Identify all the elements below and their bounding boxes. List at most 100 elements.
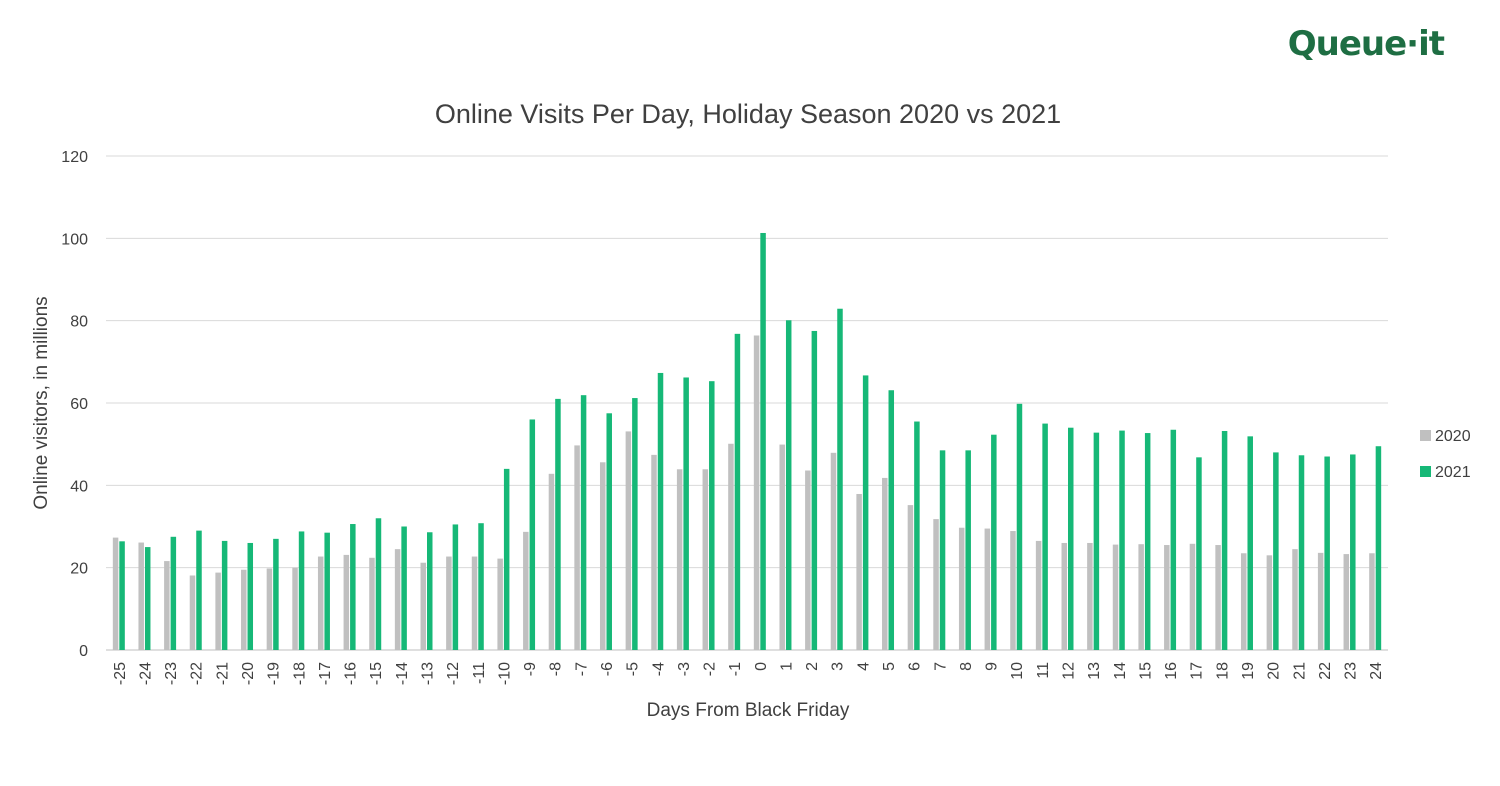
bar-2021-day--11 (478, 523, 484, 650)
bar-2021-day--19 (273, 538, 279, 650)
x-tick-label: -13 (420, 662, 437, 685)
bar-2021-day-12 (1068, 427, 1074, 650)
x-tick-label: 18 (1214, 662, 1231, 680)
bar-2020-day-10 (1010, 531, 1016, 650)
bar-2020-day--6 (599, 462, 606, 650)
bar-2020-day-5 (882, 477, 888, 650)
bar-2020-day-6 (907, 505, 914, 650)
bar-2021-day--16 (350, 524, 356, 650)
legend-label-2020: 2020 (1435, 428, 1471, 445)
x-tick-label: 3 (830, 662, 847, 671)
bar-2021-day-3 (837, 308, 843, 650)
y-tick-label: 0 (79, 643, 88, 660)
bar-2021-day--13 (427, 532, 433, 650)
legend-swatch-2020 (1420, 430, 1431, 441)
bar-2021-day-14 (1119, 430, 1125, 650)
bar-2020-day--10 (497, 558, 503, 650)
x-tick-label: -4 (650, 662, 667, 676)
bar-2021-day--8 (555, 398, 561, 650)
bar-2020-day--22 (189, 575, 196, 650)
bar-2020-day-24 (1369, 553, 1375, 650)
x-tick-label: 10 (1009, 662, 1026, 680)
bar-2020-day-2 (805, 470, 811, 650)
x-tick-label: 16 (1163, 662, 1180, 680)
bar-2021-day--9 (529, 419, 536, 650)
bar-2021-day--22 (196, 530, 202, 650)
bar-2021-day-7 (939, 450, 946, 650)
y-tick-label: 60 (70, 396, 88, 413)
bar-2021-day-0 (760, 232, 766, 650)
x-tick-label: 2 (804, 662, 821, 671)
y-tick-label: 80 (70, 314, 88, 331)
bar-2020-day-0 (753, 335, 760, 650)
x-tick-label: -24 (137, 662, 154, 685)
bar-2020-day--16 (343, 554, 350, 650)
bar-2020-day-23 (1343, 554, 1350, 650)
x-tick-label: 0 (753, 662, 770, 671)
bar-2021-day--7 (580, 395, 587, 650)
bar-2020-day-11 (1035, 540, 1042, 650)
bar-2020-day-17 (1189, 543, 1196, 650)
x-tick-label: -16 (343, 662, 360, 685)
x-tick-label: -12 (445, 662, 462, 685)
bar-2020-day--12 (446, 556, 452, 650)
bar-2020-day-20 (1266, 555, 1273, 650)
y-tick-label: 120 (61, 149, 88, 166)
bar-2021-day--10 (503, 468, 510, 650)
bar-2020-day--17 (317, 556, 324, 650)
x-tick-label: -17 (317, 662, 334, 685)
bar-2021-day--14 (401, 526, 407, 650)
bar-2021-day--17 (324, 532, 330, 650)
x-tick-label: -25 (112, 662, 129, 685)
bar-2021-day--23 (170, 536, 177, 650)
bar-2020-day-18 (1215, 545, 1221, 650)
x-tick-label: -1 (727, 662, 744, 676)
bar-2021-day-23 (1350, 454, 1356, 650)
bar-2021-day--2 (709, 381, 715, 650)
x-tick-label: -15 (368, 662, 385, 685)
bar-2020-day--19 (266, 568, 273, 650)
gridlines (106, 155, 1388, 651)
y-tick-label: 100 (61, 231, 88, 248)
x-tick-label: 19 (1240, 662, 1257, 680)
y-axis-label: Online visitors, in millions (31, 296, 52, 509)
x-tick-label: 7 (932, 662, 949, 671)
x-tick-label: -21 (214, 662, 231, 685)
x-tick-label: -2 (702, 662, 719, 676)
bar-2021-day-22 (1324, 456, 1330, 650)
y-tick-label: 40 (70, 478, 88, 495)
x-tick-label: 14 (1112, 662, 1129, 680)
legend-label-2021: 2021 (1435, 464, 1471, 481)
bar-2020-day--8 (548, 473, 555, 650)
bar-2020-day--23 (164, 561, 170, 650)
bar-2021-day--1 (734, 333, 741, 650)
legend: 2020 2021 (1420, 428, 1471, 481)
bar-2021-day--15 (375, 518, 382, 650)
x-tick-label: 8 (958, 662, 975, 671)
bar-2021-day-11 (1042, 423, 1048, 650)
x-tick-label: -9 (522, 662, 539, 676)
bar-2020-day-21 (1292, 549, 1298, 650)
x-tick-label: 23 (1343, 662, 1360, 680)
bar-2020-day-9 (984, 528, 991, 650)
x-tick-label: 6 (907, 662, 924, 671)
bar-2021-day--25 (119, 541, 125, 650)
legend-swatch-2021 (1420, 466, 1431, 477)
bar-2021-day--4 (657, 372, 664, 650)
bar-2021-day-9 (991, 434, 997, 650)
bar-2021-day-19 (1247, 436, 1253, 650)
x-tick-label: -10 (496, 662, 513, 685)
bar-2021-day--12 (452, 524, 459, 650)
bar-2021-day--6 (606, 413, 612, 650)
bar-2020-day--2 (702, 469, 709, 650)
x-tick-label: -5 (625, 662, 642, 676)
chart-title: Online Visits Per Day, Holiday Season 20… (435, 99, 1061, 129)
bar-2020-day--24 (138, 542, 144, 650)
bar-2021-day-8 (965, 450, 971, 650)
bar-2021-day-16 (1170, 429, 1177, 650)
bar-2020-day--15 (369, 557, 375, 650)
x-tick-label: -6 (599, 662, 616, 676)
x-tick-label: 17 (1189, 662, 1206, 680)
